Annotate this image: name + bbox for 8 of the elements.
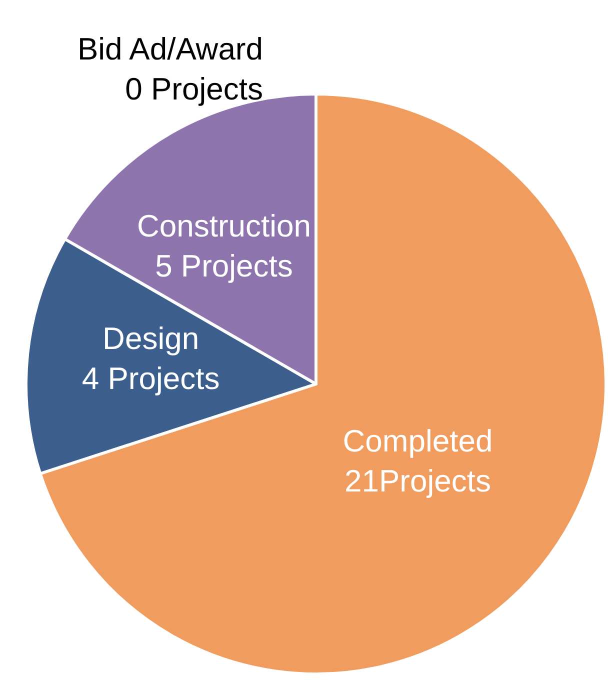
data-label: 5 Projects bbox=[155, 248, 293, 284]
category-label: Bid Ad/Award bbox=[77, 32, 263, 66]
slice-label: Completed bbox=[342, 423, 493, 458]
data-label: 21Projects bbox=[344, 463, 491, 498]
slice-label: Design bbox=[102, 321, 200, 356]
slice-label: Construction bbox=[136, 208, 312, 244]
data-label: 4 Projects bbox=[82, 361, 220, 396]
text: 0 Projects bbox=[125, 72, 263, 106]
